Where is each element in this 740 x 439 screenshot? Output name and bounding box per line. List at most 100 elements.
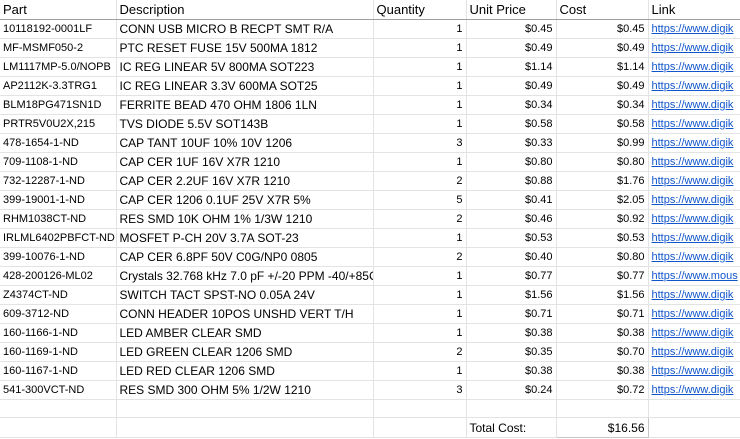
cell-part[interactable]: Z4374CT-ND (0, 285, 117, 305)
cell-cost[interactable]: $0.34 (556, 95, 649, 115)
cell-quantity[interactable]: 1 (373, 285, 467, 305)
cell-unit-price[interactable]: $0.34 (466, 95, 557, 115)
cell-cost[interactable]: $0.77 (556, 266, 649, 286)
cell-description[interactable]: Crystals 32.768 kHz 7.0 pF +/-20 PPM -40… (116, 266, 374, 286)
cell-cost[interactable]: $2.05 (556, 190, 649, 210)
cell-description[interactable]: SWITCH TACT SPST-NO 0.05A 24V (116, 285, 374, 305)
cell-cost[interactable]: $0.58 (556, 114, 649, 134)
cell-description[interactable]: LED GREEN CLEAR 1206 SMD (116, 342, 374, 362)
header-cost[interactable]: Cost (556, 0, 649, 20)
cell-link[interactable]: https://www.mous (648, 266, 740, 286)
cell-description[interactable]: CAP TANT 10UF 10% 10V 1206 (116, 133, 374, 153)
cell[interactable] (0, 417, 117, 438)
cell-part[interactable]: 160-1166-1-ND (0, 323, 117, 343)
cell-link[interactable]: https://www.digik (648, 171, 740, 191)
cell-cost[interactable]: $0.49 (556, 76, 649, 96)
cell-part[interactable]: 541-300VCT-ND (0, 380, 117, 400)
cell-unit-price[interactable]: $0.58 (466, 114, 557, 134)
cell-description[interactable]: CONN HEADER 10POS UNSHD VERT T/H (116, 304, 374, 324)
cell-description[interactable]: CAP CER 1206 0.1UF 25V X7R 5% (116, 190, 374, 210)
cell-quantity[interactable]: 2 (373, 209, 467, 229)
cell-part[interactable]: 478-1654-1-ND (0, 133, 117, 153)
cell[interactable] (556, 399, 649, 418)
cell-link[interactable]: https://www.digik (648, 285, 740, 305)
cell-unit-price[interactable]: $0.40 (466, 247, 557, 267)
cell-cost[interactable]: $0.80 (556, 247, 649, 267)
cell-cost[interactable]: $0.38 (556, 323, 649, 343)
cell-part[interactable]: AP2112K-3.3TRG1 (0, 76, 117, 96)
cell-part[interactable]: MF-MSMF050-2 (0, 38, 117, 58)
cell-link[interactable]: https://www.digik (648, 57, 740, 77)
cell-link[interactable]: https://www.digik (648, 342, 740, 362)
cell-description[interactable]: RES SMD 300 OHM 5% 1/2W 1210 (116, 380, 374, 400)
cell-unit-price[interactable]: $0.24 (466, 380, 557, 400)
cell-quantity[interactable]: 1 (373, 323, 467, 343)
cell-part[interactable]: 428-200126-ML02 (0, 266, 117, 286)
cell-description[interactable]: IC REG LINEAR 3.3V 600MA SOT25 (116, 76, 374, 96)
cell-cost[interactable]: $0.72 (556, 380, 649, 400)
cell-quantity[interactable]: 5 (373, 190, 467, 210)
cell-description[interactable]: FERRITE BEAD 470 OHM 1806 1LN (116, 95, 374, 115)
cell-link[interactable]: https://www.digik (648, 152, 740, 172)
cell-link[interactable]: https://www.digik (648, 304, 740, 324)
cell[interactable] (373, 399, 467, 418)
header-unit-price[interactable]: Unit Price (466, 0, 557, 20)
cell-description[interactable]: LED AMBER CLEAR SMD (116, 323, 374, 343)
cell-link[interactable]: https://www.digik (648, 361, 740, 381)
cell-unit-price[interactable]: $0.49 (466, 76, 557, 96)
cell-part[interactable]: LM1117MP-5.0/NOPB (0, 57, 117, 77)
cell-cost[interactable]: $0.80 (556, 152, 649, 172)
cell-cost[interactable]: $0.53 (556, 228, 649, 248)
cell-part[interactable]: BLM18PG471SN1D (0, 95, 117, 115)
cell-cost[interactable]: $0.38 (556, 361, 649, 381)
cell-description[interactable]: RES SMD 10K OHM 1% 1/3W 1210 (116, 209, 374, 229)
cell-link[interactable]: https://www.digik (648, 380, 740, 400)
cell-description[interactable]: LED RED CLEAR 1206 SMD (116, 361, 374, 381)
cell[interactable] (648, 417, 740, 438)
cell-cost[interactable]: $1.56 (556, 285, 649, 305)
cell-link[interactable]: https://www.digik (648, 323, 740, 343)
cell-part[interactable]: 160-1169-1-ND (0, 342, 117, 362)
cell-unit-price[interactable]: $0.41 (466, 190, 557, 210)
cell-unit-price[interactable]: $0.35 (466, 342, 557, 362)
cell-link[interactable]: https://www.digik (648, 38, 740, 58)
cell-description[interactable]: PTC RESET FUSE 15V 500MA 1812 (116, 38, 374, 58)
cell-description[interactable]: CAP CER 6.8PF 50V C0G/NP0 0805 (116, 247, 374, 267)
cell-quantity[interactable]: 1 (373, 304, 467, 324)
cell-part[interactable]: 160-1167-1-ND (0, 361, 117, 381)
cell-quantity[interactable]: 1 (373, 76, 467, 96)
total-label[interactable]: Total Cost: (466, 417, 557, 438)
cell-unit-price[interactable]: $0.77 (466, 266, 557, 286)
cell-cost[interactable]: $0.49 (556, 38, 649, 58)
cell[interactable] (466, 399, 557, 418)
cell-quantity[interactable]: 1 (373, 19, 467, 39)
cell-cost[interactable]: $1.76 (556, 171, 649, 191)
cell-quantity[interactable]: 1 (373, 114, 467, 134)
cell-quantity[interactable]: 2 (373, 247, 467, 267)
cell-unit-price[interactable]: $0.80 (466, 152, 557, 172)
cell-cost[interactable]: $0.45 (556, 19, 649, 39)
cell-cost[interactable]: $1.14 (556, 57, 649, 77)
cell-part[interactable]: RHM1038CT-ND (0, 209, 117, 229)
cell-quantity[interactable]: 1 (373, 95, 467, 115)
cell-cost[interactable]: $0.99 (556, 133, 649, 153)
cell-quantity[interactable]: 2 (373, 171, 467, 191)
cell-part[interactable]: 10118192-0001LF (0, 19, 117, 39)
cell-part[interactable]: PRTR5V0U2X,215 (0, 114, 117, 134)
cell-description[interactable]: MOSFET P-CH 20V 3.7A SOT-23 (116, 228, 374, 248)
cell-unit-price[interactable]: $0.33 (466, 133, 557, 153)
cell[interactable] (116, 417, 374, 438)
cell-link[interactable]: https://www.digik (648, 133, 740, 153)
cell-cost[interactable]: $0.92 (556, 209, 649, 229)
cell-unit-price[interactable]: $0.38 (466, 361, 557, 381)
cell-link[interactable]: https://www.digik (648, 76, 740, 96)
cell-quantity[interactable]: 3 (373, 380, 467, 400)
cell-link[interactable]: https://www.digik (648, 19, 740, 39)
cell-quantity[interactable]: 1 (373, 228, 467, 248)
header-part[interactable]: Part (0, 0, 117, 20)
cell-unit-price[interactable]: $0.53 (466, 228, 557, 248)
cell-unit-price[interactable]: $0.38 (466, 323, 557, 343)
cell-unit-price[interactable]: $0.49 (466, 38, 557, 58)
cell-part[interactable]: 399-19001-1-ND (0, 190, 117, 210)
cell-part[interactable]: 399-10076-1-ND (0, 247, 117, 267)
